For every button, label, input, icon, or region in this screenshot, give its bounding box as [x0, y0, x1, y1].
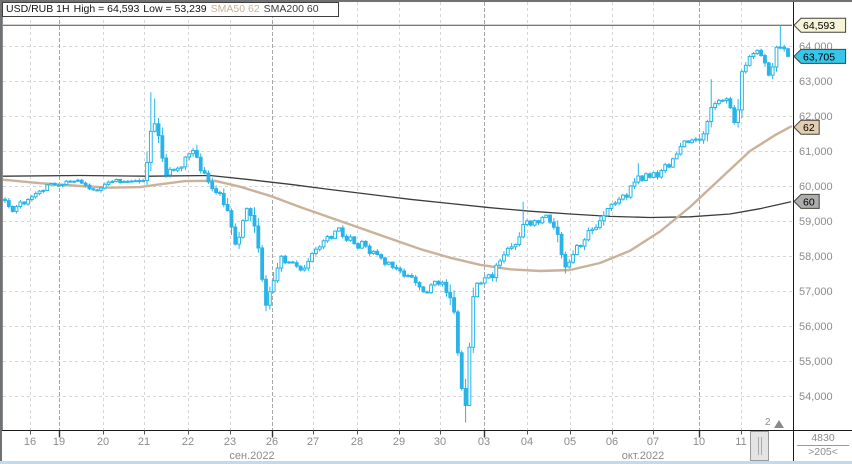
time-axis[interactable]: 16 19 20 21 22 23 26 27 28 29 30 03 04 05 06 07 10 11 сен.… [24, 430, 747, 463]
month-label: сен.2022 [229, 450, 274, 462]
chart-high-label: High = 64,593 [73, 3, 140, 15]
chart-title-box: USD/RUB 1H High = 64,593 Low = 53,239 SMA50… [2, 2, 339, 17]
sma200-tag-text: 60 [803, 196, 815, 208]
price-axis-label: 59,000 [799, 216, 833, 228]
bar-counter-box: 4830 >205< [794, 431, 852, 460]
date-label: 07 [647, 436, 659, 448]
total-bars-value: 4830 [811, 432, 835, 444]
price-axis-label: 61,000 [799, 146, 833, 158]
date-label: 30 [434, 436, 446, 448]
date-label: 05 [564, 436, 576, 448]
price-axis-label: 56,000 [799, 321, 833, 333]
shift-triangle-icon [773, 420, 784, 428]
last-price-tag [793, 48, 847, 64]
sma200-title-label: SMA200 60 [263, 3, 319, 15]
grip-line [760, 437, 762, 455]
shift-page-indicator: 2 [765, 418, 784, 428]
date-label: 11 [735, 436, 746, 448]
sma50-line [1, 125, 793, 273]
date-label: 03 [478, 436, 490, 448]
date-label: 29 [393, 436, 405, 448]
month-label: окт.2022 [622, 450, 664, 462]
visible-bars-value: >205< [797, 445, 849, 459]
date-label: 21 [138, 436, 150, 448]
price-axis-label: 54,000 [799, 391, 833, 403]
price-axis-label: 57,000 [799, 286, 833, 298]
price-tags: 64,593 63,705 62 60 [793, 17, 847, 209]
sma200-tag [793, 193, 820, 209]
chart-symbol-timeframe: USD/RUB 1H [6, 3, 70, 15]
date-label: 19 [53, 436, 65, 448]
date-label: 22 [182, 436, 194, 448]
price-axis-label: 55,000 [799, 356, 833, 368]
date-label: 04 [521, 436, 533, 448]
date-label: 28 [351, 436, 363, 448]
high-price-tag-text: 64,593 [803, 20, 835, 32]
price-axis-label: 60,000 [799, 181, 833, 193]
chart-low-label: Low = 53,239 [143, 3, 207, 15]
sma50-tag-text: 62 [803, 122, 815, 134]
sma50-tag [793, 119, 820, 135]
date-label: 27 [307, 436, 319, 448]
grid-lines [3, 2, 792, 431]
price-axis-label: 63,000 [799, 76, 833, 88]
date-label: 20 [97, 436, 109, 448]
sma50-title-label: SMA50 62 [210, 3, 260, 15]
shift-page-number: 2 [765, 417, 771, 428]
date-label: 06 [606, 436, 618, 448]
last-price-tag-text: 63,705 [803, 51, 835, 63]
high-price-tag [793, 17, 847, 33]
date-label: 16 [24, 436, 36, 448]
date-label: 26 [266, 436, 278, 448]
date-label: 23 [224, 436, 236, 448]
chart-scroll-button[interactable] [750, 431, 769, 461]
candles-layer [3, 25, 790, 423]
grip-line [757, 437, 759, 455]
price-axis-label: 58,000 [799, 251, 833, 263]
date-label: 10 [693, 436, 705, 448]
